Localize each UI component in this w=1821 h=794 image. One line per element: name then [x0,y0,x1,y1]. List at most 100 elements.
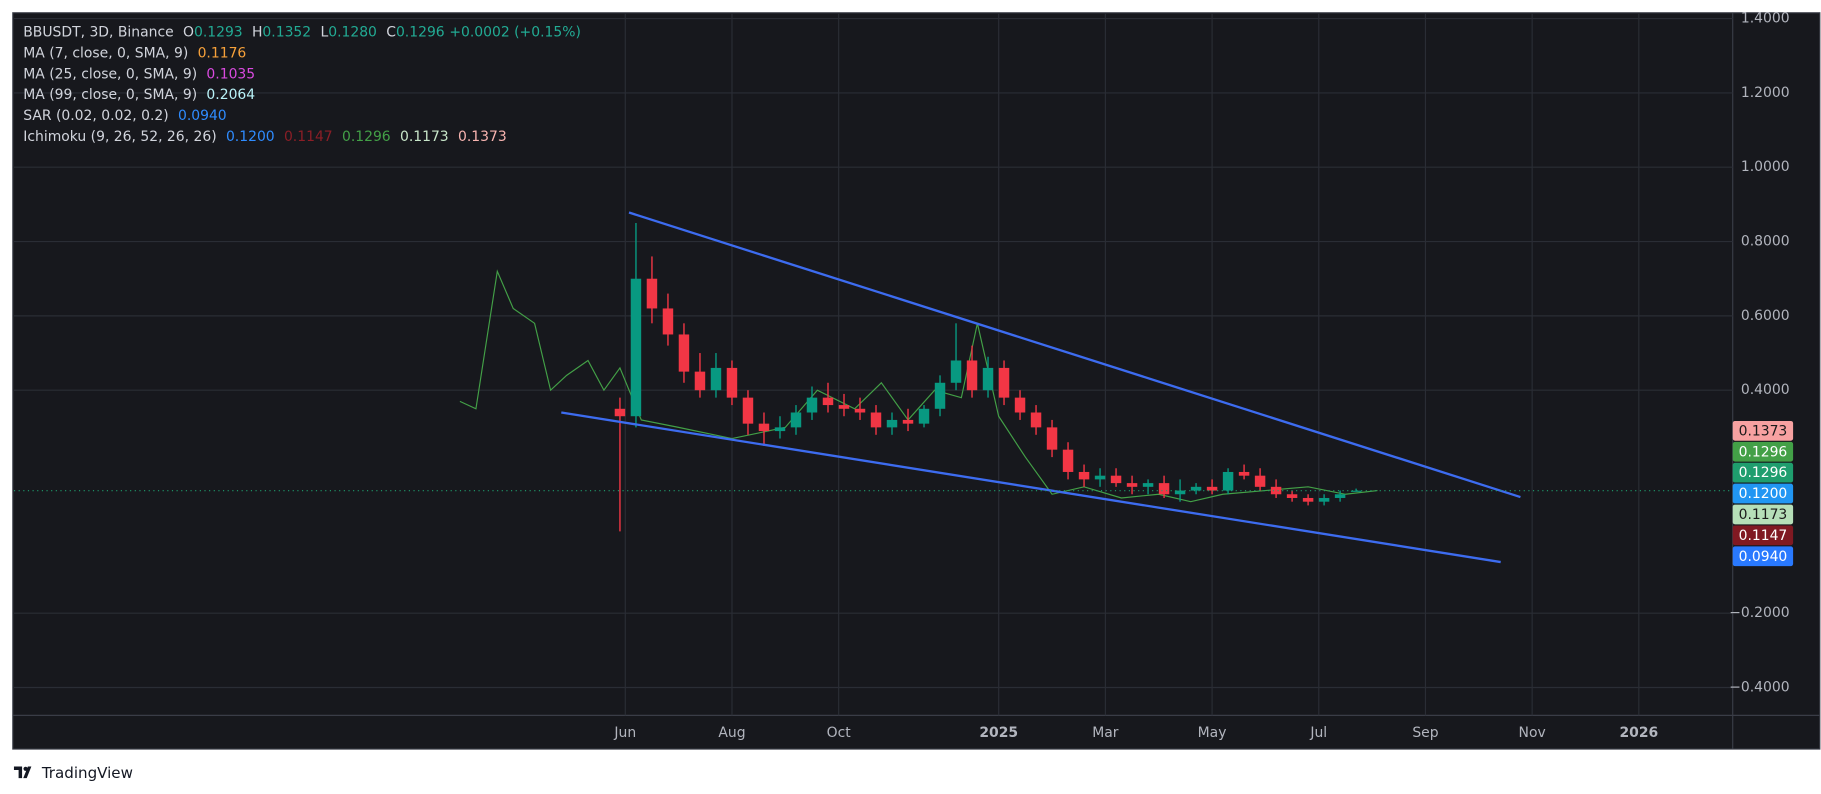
chart-panel [12,12,1821,750]
candle-body [950,360,962,383]
indicator-value: 0.1035 [206,66,255,82]
candle-body [1062,449,1074,472]
candle-body [870,412,882,428]
price-badge [1732,462,1794,483]
plot-area [13,211,1733,564]
x-tick-label: Jun [613,725,636,741]
indicator-value: 0.1147 [284,129,333,145]
candle-body [694,371,706,391]
candle-body [790,412,802,428]
legend-row: BBUSDT, 3D, Binance O0.1293 H0.1352 L0.1280… [23,25,581,41]
price-labels: 0.1373 0.1296 0.1296 0.1200 0.1173 0.1147 0.09… [1732,420,1794,567]
x-tick-label: 2026 [1619,725,1658,741]
candle-body [1078,471,1090,480]
ohlc-value: 0.1280 [328,25,377,41]
price-badge-label: 0.1200 [1739,486,1788,502]
y-tick-label: −0.2000 [1729,605,1789,621]
legend-row: MA (99, close, 0, SMA, 9) 0.2064 [23,87,255,103]
candle-body [1094,475,1106,480]
change: +0.0002 (+0.15%) [449,25,581,41]
price-badge [1732,420,1794,441]
candle-body [1222,471,1234,491]
price-badge-label: 0.1147 [1739,528,1788,544]
candle-body [1334,494,1346,498]
candle-body [918,408,930,424]
ohlc-key: O [183,25,194,41]
logo-icon [13,766,32,779]
y-tick-label: 0.4000 [1741,382,1790,398]
candle-body [966,360,978,391]
candle-body [1318,497,1330,502]
ohlc-value: 0.1296 [396,25,445,41]
candle-body [806,397,818,413]
candle-body [678,334,690,372]
y-tick-label: 0.8000 [1741,234,1790,250]
x-tick-label: Jul [1309,725,1327,741]
candle-body [998,367,1010,398]
candle-body [710,367,722,391]
x-tick-label: 2025 [979,725,1018,741]
brand-name: TradingView [41,764,133,782]
indicator-value: 0.2064 [206,87,255,103]
candle-body [1030,412,1042,428]
candle-body [1158,483,1170,495]
x-tick-label: Mar [1092,725,1119,741]
candle-body [886,419,898,428]
candle-body [1046,427,1058,450]
x-tick-label: May [1198,725,1227,741]
ohlc-key: H [252,25,262,41]
candle-body [1014,397,1026,413]
candle-body [614,408,626,417]
candle-body [1206,486,1218,491]
trendline [561,411,1501,564]
price-badge-label: 0.1296 [1739,444,1788,460]
grid: 1.4000 1.2000 1.0000 0.8000 0.6000 0.4000 −0.2… [13,11,1790,741]
ohlc-key: C [386,25,396,41]
indicator-name: SAR (0.02, 0.02, 0.2) [23,108,168,124]
legend: BBUSDT, 3D, Binance O0.1293 H0.1352 L0.1280… [23,25,581,146]
indicator-name: MA (99, close, 0, SMA, 9) [23,87,197,103]
candle-body [1238,471,1250,476]
indicator-name: MA (7, close, 0, SMA, 9) [23,45,188,61]
candle-body [934,382,946,409]
candle-body [1190,486,1202,491]
candle-body [1254,475,1266,487]
price-badge [1732,504,1794,525]
candle-body [838,405,850,409]
indicator-name: Ichimoku (9, 26, 52, 26, 26) [23,129,216,145]
legend-row: MA (7, close, 0, SMA, 9) 0.1176 [23,45,246,61]
candle-body [646,278,658,309]
logo-dot [23,766,28,771]
y-tick-label: 1.2000 [1741,85,1790,101]
candle-body [822,397,834,406]
x-tick-label: Nov [1519,725,1546,741]
price-badge-label: 0.1296 [1739,465,1788,481]
ohlc-value: 0.1352 [262,25,311,41]
legend-row: SAR (0.02, 0.02, 0.2) 0.0940 [23,108,226,124]
candle-body [854,408,866,413]
trendline [628,211,1521,499]
candle-body [1350,490,1362,492]
x-tick-label: Sep [1412,725,1438,741]
candle-body [1286,494,1298,498]
candle-body [662,308,674,335]
indicator-name: MA (25, close, 0, SMA, 9) [23,66,197,82]
candle-body [630,278,642,417]
candle-body [1142,483,1154,487]
price-badge [1732,546,1794,567]
price-badge [1732,483,1794,504]
candle-body [1110,475,1122,484]
y-tick-label: 1.0000 [1741,159,1790,175]
x-tick-label: Oct [827,725,852,741]
indicator-value: 0.1373 [458,129,507,145]
price-badge [1732,441,1794,462]
price-badge-label: 0.1373 [1739,423,1788,439]
candle-body [1174,490,1186,495]
candle-body [742,397,754,424]
candle-body [1302,497,1314,502]
candle-body [726,367,738,398]
candle-body [758,423,770,432]
x-tick-label: Aug [718,725,745,741]
